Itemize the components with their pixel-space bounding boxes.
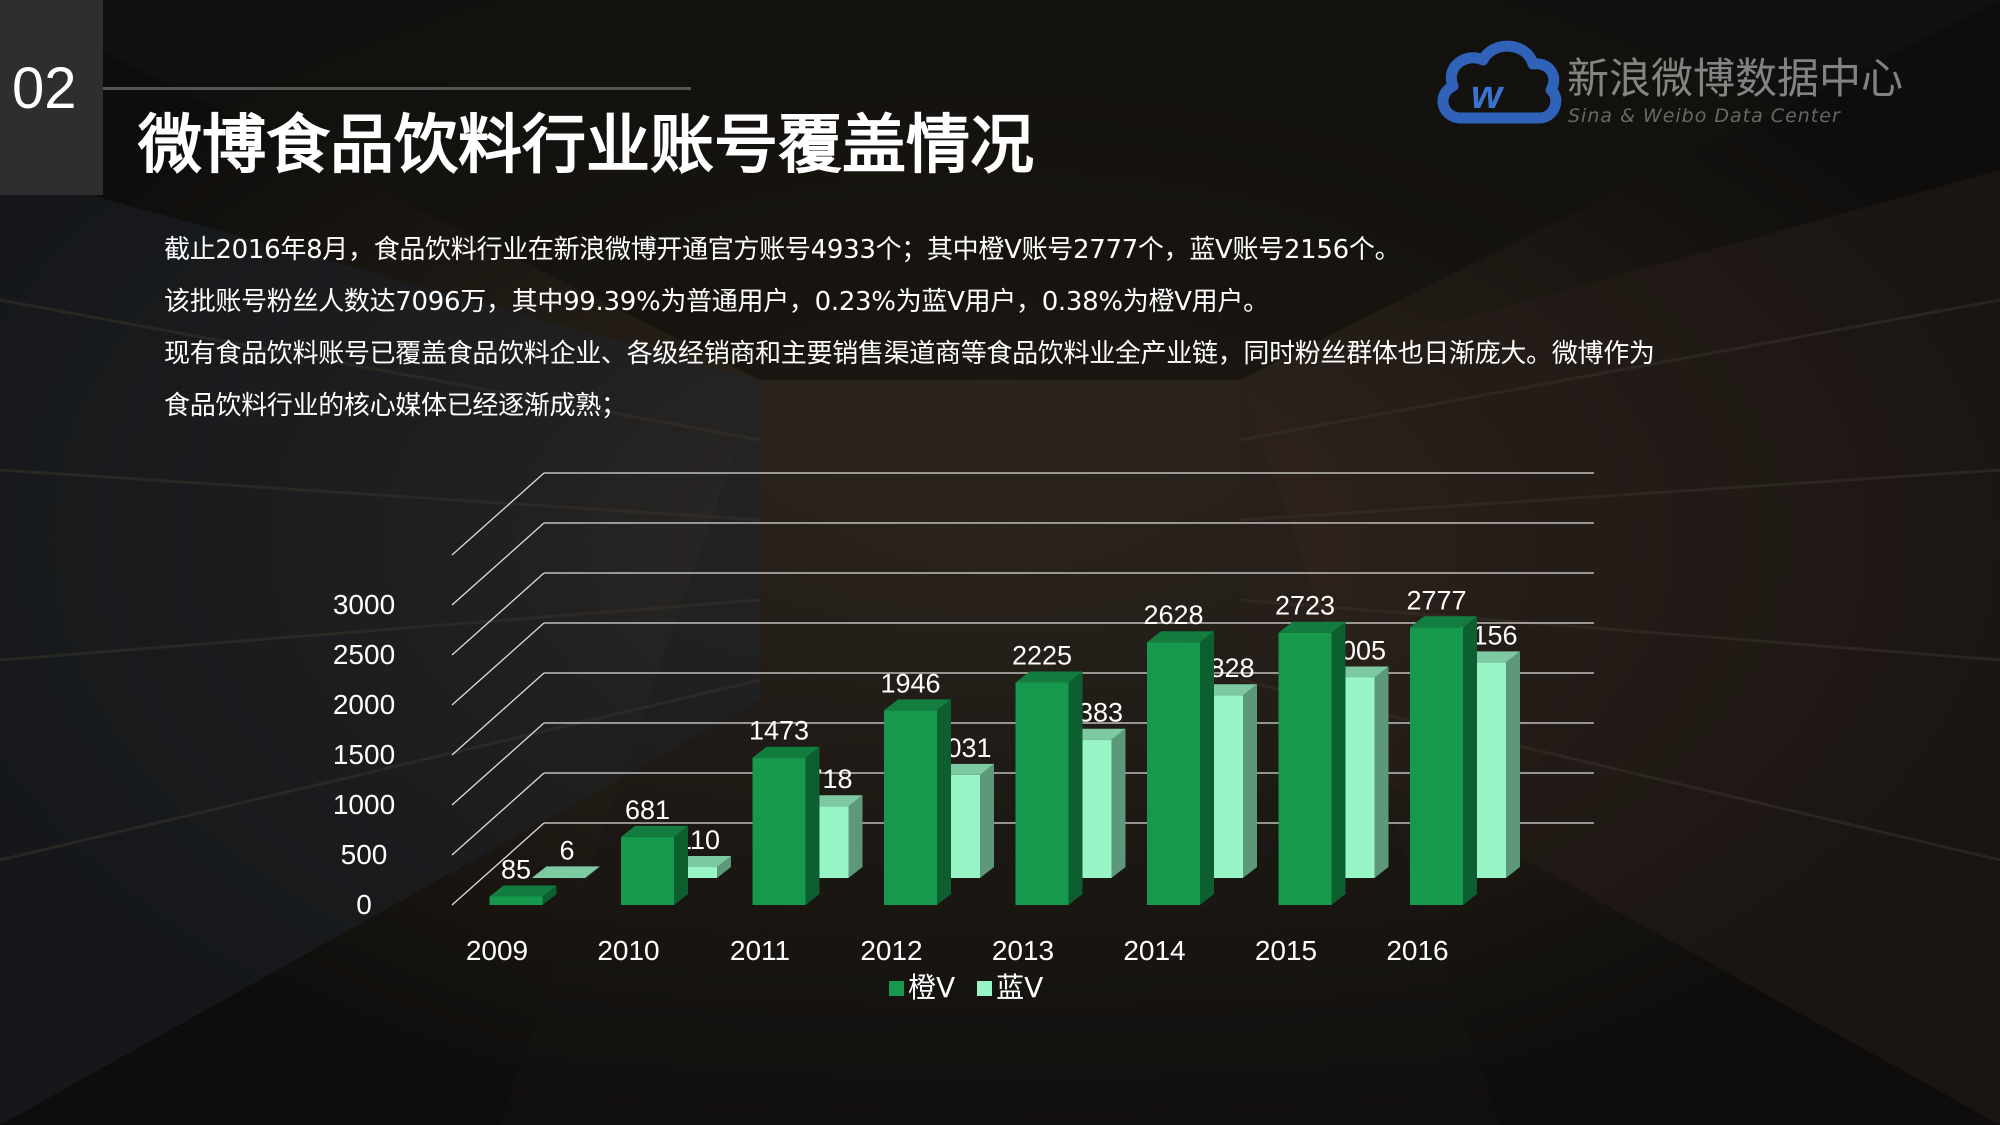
bar-side-orange-v	[1463, 616, 1477, 905]
section-number: 02	[12, 56, 77, 121]
account-coverage-chart: 0500100015002000250030006852009110681201…	[333, 472, 1594, 966]
x-tick-label: 2016	[1386, 935, 1448, 966]
bar-orange-v	[1015, 682, 1069, 905]
logo-name-en: Sina & Weibo Data Center	[1568, 105, 1841, 127]
legend-label-blue-v: 蓝V	[996, 971, 1044, 1004]
data-label-orange-v: 1473	[749, 716, 809, 746]
x-tick-label: 2013	[992, 935, 1054, 966]
gridline-side-2500	[451, 572, 545, 656]
bar-side-blue-v	[1243, 684, 1257, 878]
legend-swatch-orange-v	[889, 980, 904, 996]
bar-orange-v	[1147, 642, 1200, 905]
legend-item-blue-v: 蓝V	[977, 970, 1043, 1006]
bar-side-blue-v	[1111, 728, 1126, 878]
x-tick-label: 2009	[466, 935, 528, 966]
bar-top-orange-v	[489, 885, 557, 897]
y-tick-label: 2000	[333, 689, 395, 720]
data-label-orange-v: 2723	[1275, 591, 1335, 621]
bar-top-orange-v	[1278, 621, 1346, 633]
description-line-1: 截止2016年8月，食品饮料行业在新浪微博开通官方账号4933个；其中橙V账号2…	[164, 235, 1401, 265]
bar-top-orange-v	[1410, 616, 1477, 628]
bar-side-orange-v	[1068, 671, 1083, 905]
gridline-side-3000	[451, 522, 545, 606]
bar-blue-v	[532, 877, 586, 878]
bar-top-orange-v	[1015, 671, 1083, 683]
data-label-orange-v: 2225	[1012, 641, 1072, 671]
bar-orange-v	[752, 757, 806, 905]
bar-orange-v	[884, 710, 937, 905]
gridline-side-top	[451, 472, 545, 556]
bar-top-orange-v	[752, 746, 820, 758]
x-tick-label: 2014	[1123, 935, 1185, 966]
description-line-4: 食品饮料行业的核心媒体已经逐渐成熟；	[164, 391, 627, 421]
data-label-orange-v: 2628	[1143, 600, 1203, 630]
bar-orange-v	[621, 836, 674, 905]
description: 截止2016年8月，食品饮料行业在新浪微博开通官方账号4933个；其中橙V账号2…	[164, 224, 1884, 432]
data-label-orange-v: 681	[625, 795, 670, 825]
y-tick-label: 1500	[333, 739, 395, 770]
weibo-cloud-logo-icon: w	[1437, 40, 1562, 124]
bar-top-orange-v	[884, 699, 951, 711]
y-tick-label: 500	[341, 839, 388, 870]
data-label-orange-v: 2777	[1406, 585, 1466, 615]
bar-orange-v	[489, 896, 543, 905]
bar-top-orange-v	[621, 825, 688, 837]
gridline-side-2000	[451, 622, 545, 706]
bar-side-blue-v	[1506, 651, 1520, 878]
bar-side-orange-v	[674, 825, 688, 905]
data-center-logo: w 新浪微博数据中心 Sina & Weibo Data Center	[1435, 36, 1955, 136]
bar-orange-v	[1410, 627, 1463, 905]
chart-legend: 橙V 蓝V	[889, 970, 1065, 1006]
y-tick-label: 3000	[333, 589, 395, 620]
title-divider	[103, 87, 691, 90]
bar-side-orange-v	[805, 746, 820, 905]
bar-side-orange-v	[937, 699, 951, 905]
bar-side-orange-v	[1200, 631, 1214, 905]
bar-side-blue-v	[1374, 666, 1389, 878]
bar-side-blue-v	[848, 795, 863, 878]
data-label-blue-v: 6	[559, 835, 574, 865]
page-title: 微博食品饮料行业账号覆盖情况	[138, 109, 1034, 183]
legend-item-orange-v: 橙V	[889, 970, 955, 1006]
logo-name-cn: 新浪微博数据中心	[1567, 54, 1904, 103]
x-tick-label: 2010	[597, 935, 659, 966]
section-number-box: 02	[0, 0, 103, 195]
x-tick-label: 2012	[860, 935, 922, 966]
data-label-orange-v: 1946	[880, 668, 940, 698]
bar-side-orange-v	[1331, 621, 1346, 905]
bar-side-blue-v	[980, 763, 994, 878]
y-tick-label: 0	[356, 889, 372, 920]
gridline-side-1000	[451, 722, 545, 806]
x-tick-label: 2011	[730, 935, 790, 966]
bar-blue-v	[664, 867, 717, 878]
legend-label-orange-v: 橙V	[908, 971, 956, 1004]
bar-top-blue-v	[532, 866, 600, 878]
legend-swatch-blue-v	[977, 980, 993, 996]
data-label-orange-v: 85	[501, 855, 531, 885]
bar-side-blue-v	[717, 856, 731, 878]
x-tick-label: 2015	[1255, 935, 1317, 966]
gridline-side-0	[451, 822, 545, 906]
description-line-2: 该批账号粉丝人数达7096万，其中99.39%为普通用户，0.23%为蓝V用户，…	[164, 287, 1269, 317]
gridline-side-1500	[451, 672, 545, 756]
description-line-3: 现有食品饮料账号已覆盖食品饮料企业、各级经销商和主要销售渠道商等食品饮料业全产业…	[164, 339, 1655, 369]
svg-text:w: w	[1471, 73, 1505, 117]
bar-orange-v	[1278, 632, 1332, 905]
y-tick-label: 1000	[333, 789, 395, 820]
bar-side-orange-v	[542, 885, 557, 905]
gridline-side-500	[451, 772, 545, 856]
bar-top-orange-v	[1147, 631, 1214, 643]
bar-side-blue-v	[585, 866, 600, 878]
y-tick-label: 2500	[333, 639, 395, 670]
